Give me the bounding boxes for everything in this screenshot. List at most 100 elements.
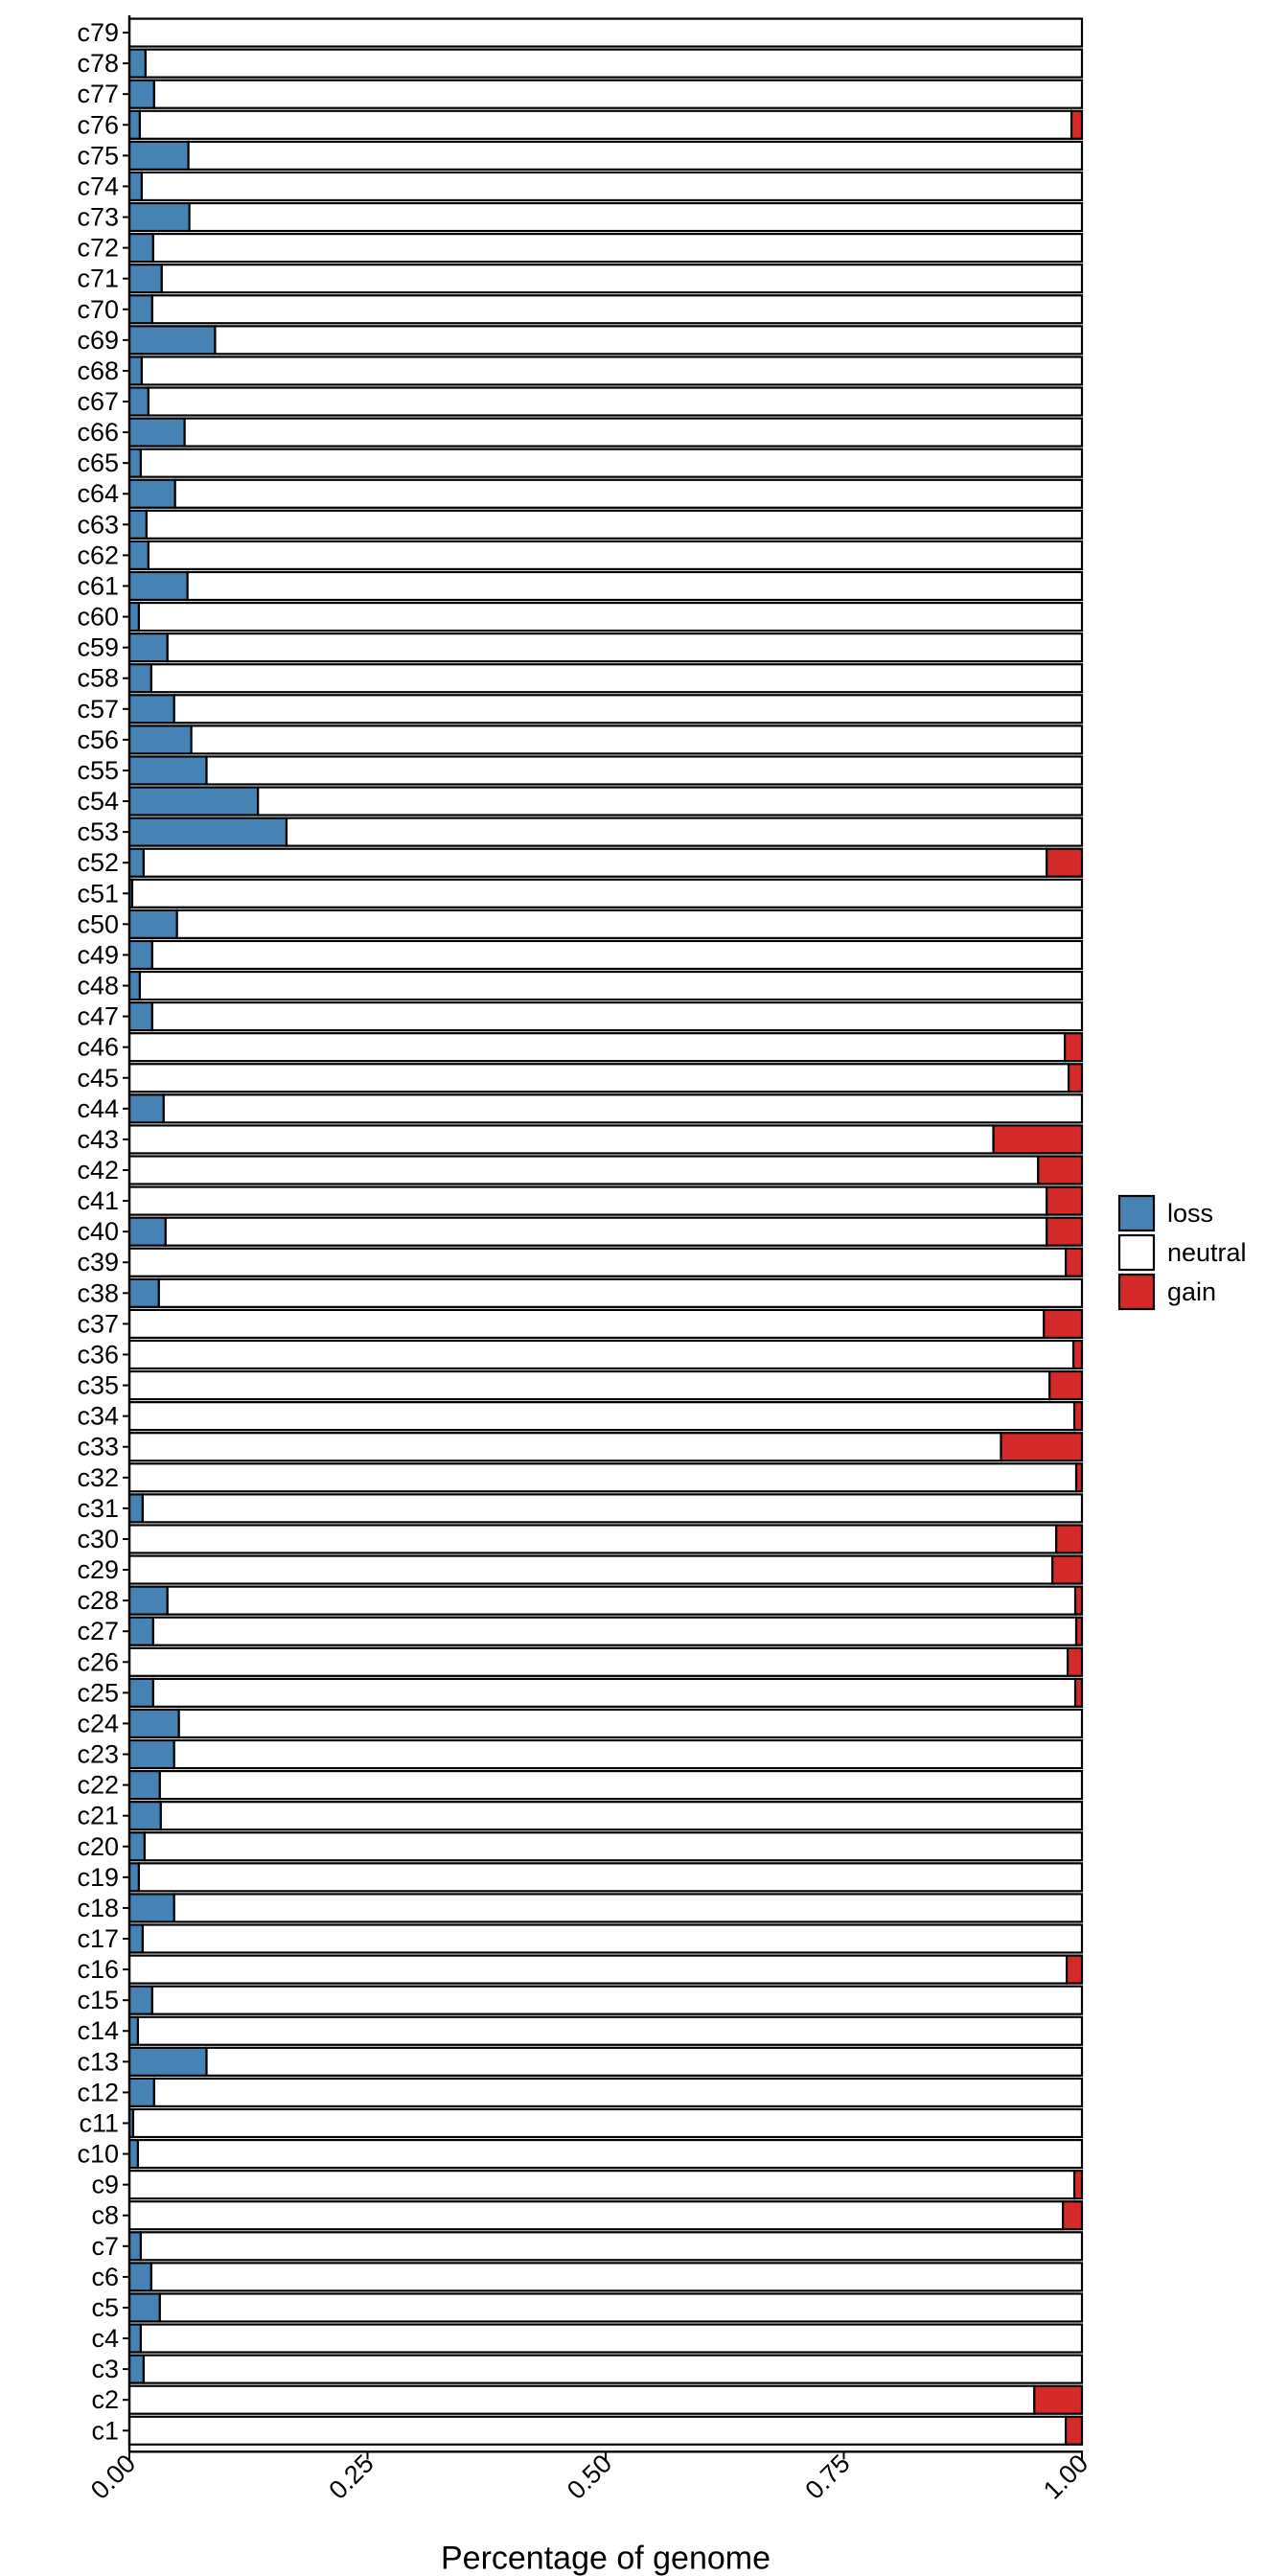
bar-loss-c78 xyxy=(127,48,147,79)
bar-neutral-c31 xyxy=(141,1493,1084,1524)
bar-loss-c66 xyxy=(127,417,186,448)
bar-gain-c28 xyxy=(1073,1585,1084,1616)
y-tick-label-c54: c54 xyxy=(77,787,119,816)
bar-neutral-c51 xyxy=(130,878,1084,908)
y-tick-label-c50: c50 xyxy=(77,909,119,938)
y-tick-label-c40: c40 xyxy=(77,1217,119,1246)
bar-neutral-c67 xyxy=(147,386,1084,417)
bar-neutral-c39 xyxy=(127,1247,1068,1277)
bar-neutral-c5 xyxy=(158,2292,1084,2323)
bar-loss-c5 xyxy=(127,2292,161,2323)
bar-loss-c61 xyxy=(127,570,189,602)
bar-neutral-c72 xyxy=(151,233,1084,264)
bar-neutral-c75 xyxy=(187,140,1084,171)
legend-label-neutral: neutral xyxy=(1167,1238,1247,1267)
bar-loss-c48 xyxy=(127,970,142,1001)
bar-gain-c39 xyxy=(1065,1247,1084,1277)
y-tick-label-c57: c57 xyxy=(77,695,119,724)
bar-neutral-c43 xyxy=(127,1124,995,1155)
bar-loss-c77 xyxy=(127,79,155,109)
bar-gain-c30 xyxy=(1055,1524,1084,1554)
bar-loss-c63 xyxy=(127,509,148,540)
bars-layer xyxy=(127,17,1084,2446)
y-tick-label-c71: c71 xyxy=(77,264,119,293)
bar-gain-c27 xyxy=(1074,1616,1084,1646)
y-tick-label-c29: c29 xyxy=(77,1555,119,1584)
bar-loss-c28 xyxy=(127,1585,169,1616)
y-tick-label-c53: c53 xyxy=(77,817,119,846)
bar-neutral-c26 xyxy=(127,1646,1070,1677)
bar-neutral-c40 xyxy=(164,1216,1048,1247)
bar-loss-c23 xyxy=(127,1738,175,1770)
bar-neutral-c71 xyxy=(160,264,1084,294)
y-tick-label-c31: c31 xyxy=(77,1494,119,1523)
bar-neutral-c30 xyxy=(127,1524,1058,1554)
legend-key-gain xyxy=(1117,1273,1156,1311)
bar-loss-c27 xyxy=(127,1616,154,1646)
y-tick-label-c51: c51 xyxy=(77,879,119,908)
y-tick-label-c64: c64 xyxy=(77,479,119,508)
bar-loss-c38 xyxy=(127,1277,160,1308)
bar-loss-c40 xyxy=(127,1216,167,1247)
bar-neutral-c42 xyxy=(127,1155,1040,1185)
y-tick-label-c42: c42 xyxy=(77,1156,119,1184)
bar-neutral-c2 xyxy=(127,2384,1036,2415)
y-tick-label-c12: c12 xyxy=(77,2078,119,2106)
y-tick-label-c9: c9 xyxy=(91,2171,119,2199)
bar-neutral-c58 xyxy=(150,663,1084,694)
legend-label-loss: loss xyxy=(1167,1199,1213,1228)
x-axis-title: Percentage of genome xyxy=(441,2540,770,2576)
x-tick-label-0.00: 0.00 xyxy=(85,2449,141,2504)
y-tick-label-c37: c37 xyxy=(77,1309,119,1338)
bar-neutral-c28 xyxy=(166,1585,1077,1616)
bar-neutral-c11 xyxy=(131,2107,1084,2139)
x-tick-label-0.25: 0.25 xyxy=(323,2449,379,2504)
bar-loss-c31 xyxy=(127,1493,145,1524)
bar-loss-c67 xyxy=(127,386,150,417)
bar-loss-c13 xyxy=(127,2046,208,2077)
bar-neutral-c10 xyxy=(136,2138,1084,2170)
y-tick-label-c59: c59 xyxy=(77,633,119,662)
bar-loss-c62 xyxy=(127,540,150,571)
bar-gain-c52 xyxy=(1046,847,1084,878)
bar-neutral-c66 xyxy=(183,417,1084,448)
bar-neutral-c14 xyxy=(136,2015,1084,2046)
bar-gain-c41 xyxy=(1046,1185,1084,1216)
bar-neutral-c1 xyxy=(127,2415,1068,2446)
x-tick-label-0.75: 0.75 xyxy=(799,2449,855,2504)
bar-neutral-c16 xyxy=(127,1954,1069,1985)
y-tick-label-c35: c35 xyxy=(77,1371,119,1400)
bar-loss-c58 xyxy=(127,663,152,694)
bar-loss-c18 xyxy=(127,1893,175,1923)
bar-loss-c12 xyxy=(127,2077,155,2107)
y-tick-label-c49: c49 xyxy=(77,940,119,969)
bar-loss-c50 xyxy=(127,908,178,939)
legend-key-loss xyxy=(1117,1194,1156,1232)
bar-neutral-c59 xyxy=(166,632,1084,663)
bar-neutral-c35 xyxy=(127,1369,1051,1401)
y-tick-label-c76: c76 xyxy=(77,110,119,139)
bar-loss-c54 xyxy=(127,786,260,816)
bar-neutral-c3 xyxy=(142,2354,1084,2384)
y-tick-label-c45: c45 xyxy=(77,1064,119,1092)
bar-loss-c53 xyxy=(127,816,288,847)
y-axis: c79c78c77c76c75c74c73c72c71c70c69c68c67c… xyxy=(77,15,131,2452)
y-tick-label-c44: c44 xyxy=(77,1094,119,1123)
y-tick-label-c11: c11 xyxy=(79,2108,119,2137)
y-tick-label-c68: c68 xyxy=(77,356,119,385)
bar-neutral-c38 xyxy=(157,1277,1084,1308)
bar-loss-c52 xyxy=(127,847,146,878)
bar-neutral-c6 xyxy=(150,2262,1084,2292)
y-tick-label-c48: c48 xyxy=(77,972,119,1000)
bar-loss-c73 xyxy=(127,201,191,233)
bar-loss-c6 xyxy=(127,2262,152,2292)
y-tick-label-c18: c18 xyxy=(77,1894,119,1922)
bar-loss-c64 xyxy=(127,478,176,509)
legend-key-neutral xyxy=(1117,1233,1156,1272)
bar-loss-c56 xyxy=(127,724,193,755)
y-tick-label-c72: c72 xyxy=(77,234,119,263)
bar-neutral-c7 xyxy=(139,2231,1084,2262)
y-tick-label-c22: c22 xyxy=(77,1771,119,1800)
bar-neutral-c65 xyxy=(139,448,1084,478)
bar-neutral-c55 xyxy=(205,755,1084,786)
